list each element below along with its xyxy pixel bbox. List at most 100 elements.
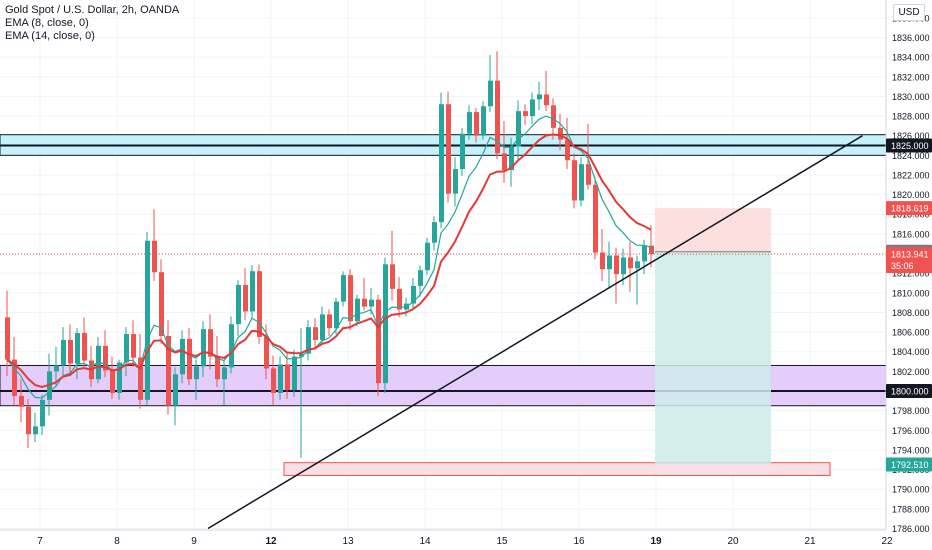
take-profit-area[interactable] bbox=[655, 251, 771, 465]
candle-body bbox=[341, 275, 346, 302]
candle bbox=[124, 327, 129, 377]
candle-body bbox=[173, 374, 178, 406]
candle-body bbox=[236, 284, 241, 325]
candle-body bbox=[166, 336, 171, 406]
candle-body bbox=[334, 301, 339, 329]
candle bbox=[40, 394, 45, 436]
candle bbox=[565, 118, 570, 170]
candle-body bbox=[495, 80, 500, 154]
chart-legend: Gold Spot / U.S. Dollar, 2h, OANDA EMA (… bbox=[5, 4, 179, 43]
candle bbox=[306, 320, 311, 361]
price-tick-label: 1808.000 bbox=[892, 308, 930, 318]
trendline[interactable] bbox=[207, 135, 863, 530]
candle bbox=[166, 320, 171, 415]
candle bbox=[481, 101, 486, 140]
ascending-trendline[interactable] bbox=[207, 135, 863, 530]
candle bbox=[61, 327, 66, 377]
candle bbox=[334, 297, 339, 335]
candle bbox=[649, 225, 654, 268]
candle bbox=[299, 328, 304, 458]
price-tick-label: 1816.000 bbox=[892, 229, 930, 239]
candle bbox=[607, 241, 612, 289]
candle-body bbox=[5, 317, 10, 360]
candle bbox=[453, 157, 458, 207]
candle-body bbox=[54, 365, 59, 372]
candle bbox=[530, 92, 535, 124]
time-axis[interactable]: 7 8 9 12 13 14 15 16 19 20 21 22 bbox=[0, 529, 893, 550]
price-badge: 1800.000 bbox=[886, 384, 932, 398]
stop-loss-area[interactable] bbox=[655, 208, 771, 252]
time-tick-label: 8 bbox=[114, 536, 120, 547]
time-tick-label: 13 bbox=[342, 536, 354, 547]
price-tick-label: 1810.000 bbox=[892, 288, 930, 298]
candle bbox=[355, 294, 360, 327]
candle-body bbox=[439, 104, 444, 223]
candle bbox=[488, 55, 493, 113]
candle-body bbox=[264, 336, 269, 369]
candle-body bbox=[537, 94, 542, 100]
candle-body bbox=[187, 338, 192, 380]
candle bbox=[173, 367, 178, 426]
symbol-title[interactable]: Gold Spot / U.S. Dollar, 2h, OANDA bbox=[5, 4, 180, 16]
candle-body bbox=[376, 299, 381, 384]
price-axis[interactable]: 1786.0001788.0001790.0001792.0001794.000… bbox=[885, 0, 932, 550]
candle-body bbox=[61, 339, 66, 366]
candle bbox=[600, 228, 605, 282]
candle bbox=[383, 257, 388, 393]
candle bbox=[418, 265, 423, 297]
candle-body bbox=[257, 271, 262, 337]
candle bbox=[250, 265, 255, 319]
candle bbox=[593, 176, 598, 260]
candle-body bbox=[229, 324, 234, 368]
candle bbox=[320, 306, 325, 344]
candle bbox=[180, 330, 185, 384]
price-tick-label: 1796.000 bbox=[892, 426, 930, 436]
price-tick-label: 1824.000 bbox=[892, 151, 930, 161]
short-position-tool[interactable] bbox=[0, 208, 886, 465]
candle bbox=[5, 290, 10, 377]
candle bbox=[502, 120, 507, 183]
candle bbox=[558, 114, 563, 151]
candle-body bbox=[516, 111, 521, 147]
candle bbox=[362, 278, 367, 311]
candle-body bbox=[75, 333, 80, 364]
candle-body bbox=[593, 184, 598, 253]
candle bbox=[222, 360, 227, 405]
candle bbox=[117, 359, 122, 400]
ema-8-label[interactable]: EMA (8, close, 0) bbox=[5, 17, 89, 29]
price-badge-bg bbox=[886, 247, 932, 274]
candle-body bbox=[474, 112, 479, 136]
candle-body bbox=[369, 299, 374, 307]
candle-body bbox=[607, 255, 612, 270]
candle-body bbox=[551, 105, 556, 128]
candle-body bbox=[110, 370, 115, 393]
candle-body bbox=[565, 139, 570, 161]
candle-body bbox=[509, 146, 514, 171]
candle-body bbox=[327, 314, 332, 329]
candle-body bbox=[600, 252, 605, 270]
candle bbox=[537, 81, 542, 111]
candle-body bbox=[201, 329, 206, 367]
candle-body bbox=[194, 366, 199, 380]
candle bbox=[12, 336, 17, 406]
time-tick-label: 22 bbox=[881, 536, 893, 547]
candle bbox=[614, 247, 619, 304]
candle-body bbox=[411, 285, 416, 304]
price-badge-bg bbox=[886, 384, 932, 398]
candle bbox=[313, 318, 318, 350]
candle bbox=[348, 269, 353, 331]
candle-body bbox=[313, 327, 318, 340]
price-tick-label: 1802.000 bbox=[892, 367, 930, 377]
candle-body bbox=[292, 356, 297, 391]
ema-14-label[interactable]: EMA (14, close, 0) bbox=[5, 30, 95, 42]
candle bbox=[201, 321, 206, 378]
currency-button[interactable]: USD bbox=[893, 4, 925, 21]
candle bbox=[208, 314, 213, 370]
candle bbox=[138, 334, 143, 409]
time-axis-bg bbox=[0, 530, 886, 550]
candle bbox=[341, 271, 346, 307]
candle bbox=[110, 356, 115, 399]
price-badge-bg bbox=[886, 201, 932, 216]
price-tick-label: 1832.000 bbox=[892, 72, 930, 82]
